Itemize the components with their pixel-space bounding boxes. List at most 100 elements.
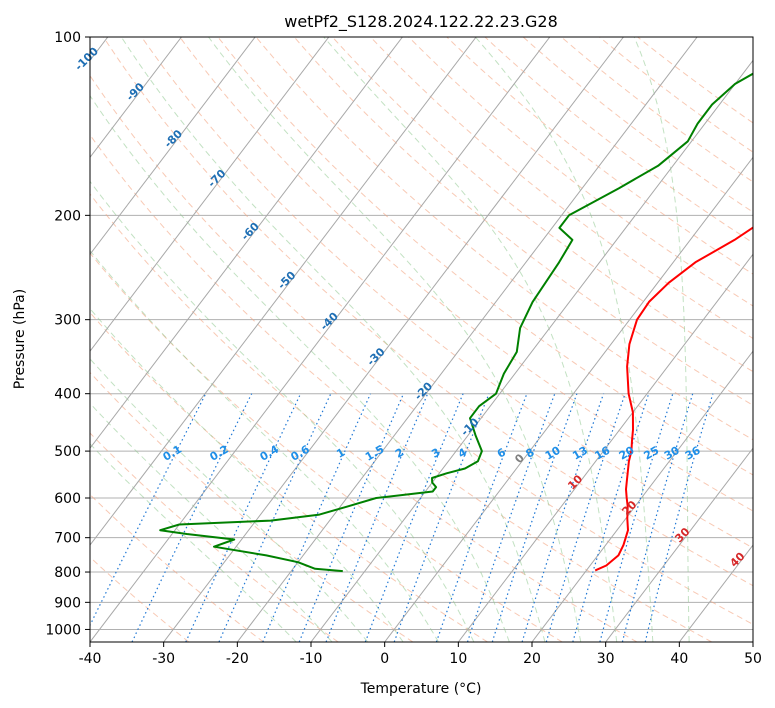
moist-adiabat (633, 37, 690, 642)
mixing-ratio-label: 10 (543, 444, 563, 463)
dry-adiabat (599, 37, 753, 153)
y-tick-label: 600 (54, 491, 81, 507)
dry-adiabat (637, 37, 753, 124)
isotherm-line (605, 447, 753, 642)
x-tick-label: -10 (300, 651, 323, 667)
dry-adiabat (560, 37, 753, 183)
plot-frame (89, 36, 754, 643)
dry-adiabat (90, 432, 339, 642)
x-tick-label: 10 (449, 651, 467, 667)
isotherm-label: -80 (162, 127, 185, 150)
moist-adiabat (90, 443, 297, 642)
mixing-ratio-line (599, 393, 674, 642)
mixing-ratio-label: 36 (683, 444, 703, 463)
moist-adiabat (90, 180, 475, 642)
mixing-ratio-label: 1.5 (363, 443, 386, 464)
y-tick-label: 200 (54, 208, 81, 224)
dry-adiabat (90, 252, 563, 642)
x-tick-label: 30 (597, 651, 615, 667)
moist-adiabat (90, 358, 369, 642)
mixing-ratio-line (185, 393, 302, 642)
moist-adiabat (120, 37, 546, 642)
mixing-ratio-label: 13 (570, 444, 590, 463)
moist-adiabat (90, 94, 510, 642)
isotherm-label: -60 (239, 220, 262, 243)
dry-adiabat (141, 37, 753, 549)
mixing-ratio-label: 6 (495, 445, 508, 460)
mixing-ratio-label: 0.4 (258, 442, 282, 463)
dry-adiabat (90, 134, 712, 642)
isotherm-label: -40 (318, 310, 341, 333)
moist-adiabat (475, 37, 654, 642)
moist-adiabat (90, 249, 439, 642)
mixing-ratio-line (435, 393, 528, 642)
isotherm-line (90, 37, 330, 353)
mixing-ratio-label: 2 (393, 446, 406, 461)
x-tick-label: -30 (152, 651, 175, 667)
y-axis-ticks: 100 200 300 400 500 600 700 800 900 1000 (45, 30, 90, 638)
x-tick-label: 20 (523, 651, 541, 667)
mixing-ratio-line (218, 393, 332, 642)
isotherm-label: 10 (565, 472, 585, 492)
dry-adiabat (332, 37, 753, 373)
x-tick-label: -40 (79, 651, 102, 667)
mixing-ratio-label: 0.1 (161, 443, 184, 464)
isotherm-label: 40 (727, 549, 747, 569)
isotherm-label: -20 (412, 379, 435, 402)
mixing-ratio-line (491, 393, 578, 642)
isotherm-line (90, 37, 403, 449)
y-tick-label: 700 (54, 531, 81, 547)
mixing-ratio-line (545, 393, 626, 642)
isotherm-line (678, 544, 753, 642)
dry-adiabat (446, 37, 753, 275)
mixing-ratio-label: 0.6 (288, 442, 312, 463)
isotherm-line (236, 37, 698, 642)
isotherm-label: -50 (275, 269, 298, 292)
dry-adiabat (408, 37, 753, 307)
isotherm-label: -100 (72, 44, 101, 73)
mixing-ratio-label: 20 (617, 444, 637, 463)
x-tick-label: 40 (670, 651, 688, 667)
x-tick-label: -20 (226, 651, 249, 667)
isotherm-label: 20 (619, 498, 639, 518)
isotherm-line (457, 253, 753, 642)
mixing-ratio-line (364, 393, 464, 642)
isotherm-line (90, 37, 256, 256)
mixing-ratio-line (393, 393, 490, 642)
isotherm-line (90, 37, 551, 642)
dry-adiabat (90, 74, 753, 625)
isotherm-label: -90 (124, 80, 147, 103)
dry-adiabat (293, 37, 753, 406)
mixing-ratio-line (572, 393, 650, 642)
dry-adiabat (103, 37, 753, 587)
mixing-ratio-line (644, 393, 714, 642)
dry-adiabat (90, 493, 264, 642)
isotherm-label: -10 (458, 415, 481, 438)
x-tick-label: 0 (380, 651, 389, 667)
isotherm-label: -70 (205, 167, 228, 190)
x-axis-ticks: -40 -30 -20 -10 0 10 20 30 40 50 (79, 642, 762, 667)
isotherm-line (90, 37, 182, 159)
isotherm-label: -30 (364, 345, 387, 368)
moist-adiabat (90, 307, 404, 642)
moist-adiabat (323, 37, 618, 642)
y-tick-label: 400 (54, 387, 81, 403)
y-tick-label: 300 (54, 313, 81, 329)
mixing-ratio-line (521, 393, 605, 642)
y-tick-label: 900 (54, 595, 81, 611)
y-tick-label: 1000 (45, 622, 81, 638)
dry-adiabat (90, 556, 190, 642)
mixing-ratio-label: 8 (523, 446, 536, 461)
dry-adiabat (370, 37, 753, 340)
y-tick-label: 800 (54, 565, 81, 581)
moist-adiabat (208, 37, 582, 642)
isotherm-line (531, 350, 753, 642)
isotherm-line (163, 37, 624, 642)
x-axis-label: Temperature (°C) (360, 681, 482, 697)
isotherm-line (310, 59, 753, 642)
dry-adiabat (179, 37, 753, 512)
background-reference-lines (90, 37, 753, 642)
mixing-ratio-label: 16 (592, 444, 612, 463)
y-tick-label: 100 (54, 30, 81, 46)
